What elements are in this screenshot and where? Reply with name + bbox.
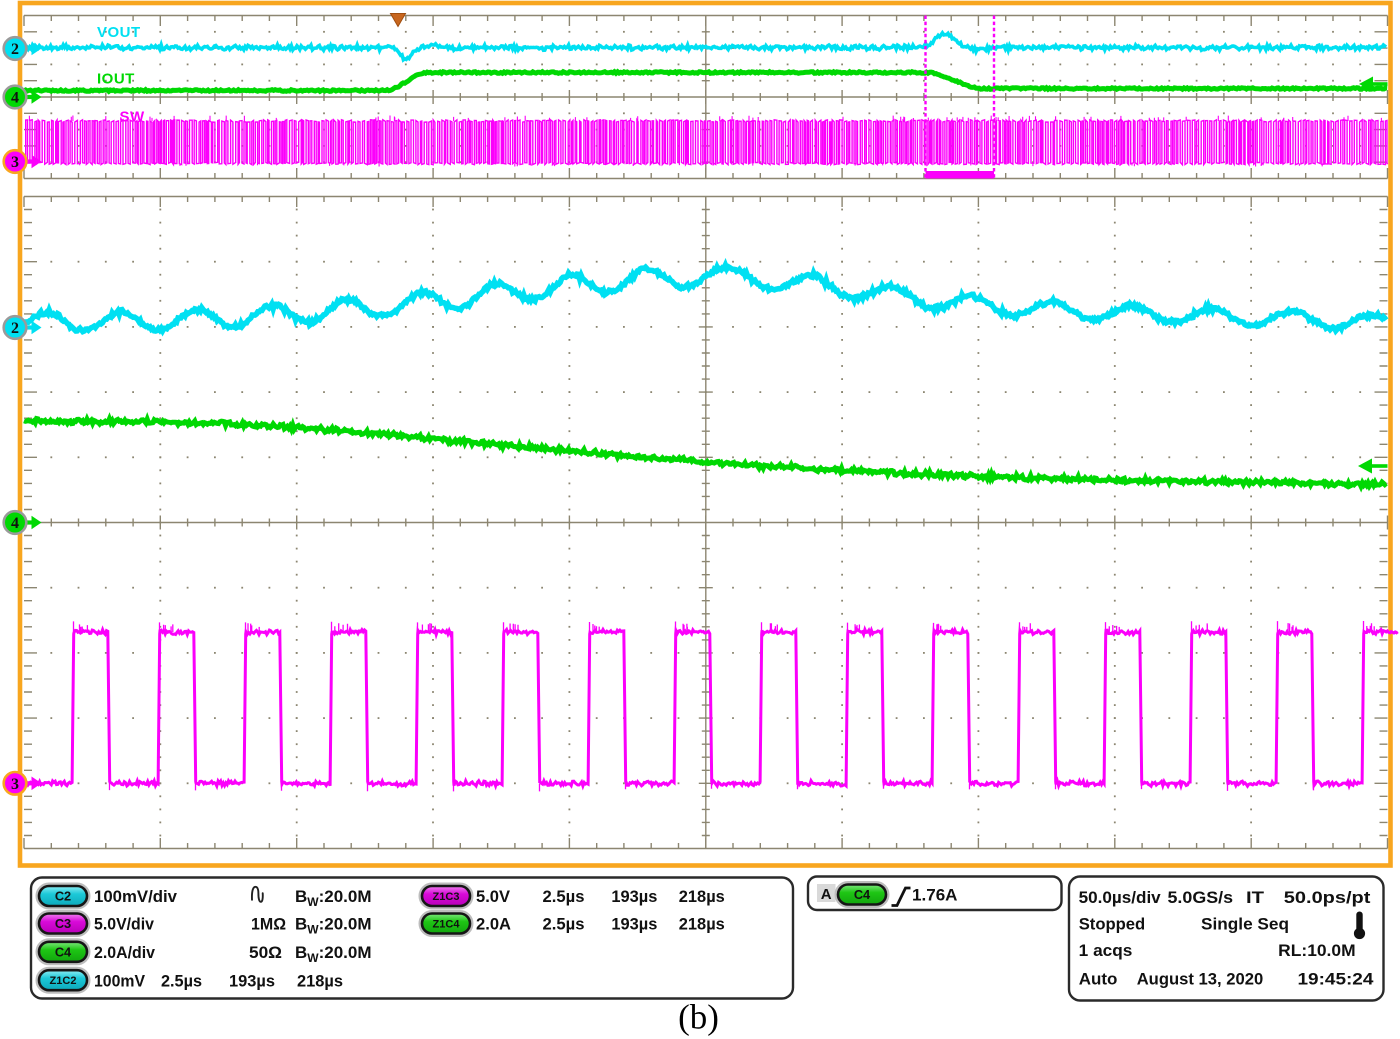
svg-text:RL:10.0M: RL:10.0M [1278,941,1355,960]
svg-text:2.0A/div: 2.0A/div [94,943,156,962]
svg-text:(b): (b) [678,998,719,1037]
svg-text:2: 2 [11,320,19,337]
svg-text:218µs: 218µs [679,915,725,934]
svg-text:50Ω: 50Ω [249,943,282,962]
svg-text:2.5µs: 2.5µs [543,887,585,906]
svg-text:218µs: 218µs [297,971,343,990]
svg-text:Auto: Auto [1079,970,1118,989]
svg-text:C4: C4 [854,887,871,902]
svg-text:2: 2 [11,41,19,58]
svg-text:Z1C3: Z1C3 [433,891,460,903]
svg-text:C2: C2 [55,889,71,904]
svg-text:BW:20.0M: BW:20.0M [295,943,372,965]
svg-text:3: 3 [11,154,19,171]
svg-text:50.0ps/pt: 50.0ps/pt [1284,888,1371,907]
svg-text:50.0µs/div: 50.0µs/div [1079,888,1162,907]
svg-text:1.76A: 1.76A [912,886,958,905]
svg-text:VOUT: VOUT [97,24,141,41]
svg-text:100mV/div: 100mV/div [94,887,178,906]
svg-text:C3: C3 [55,916,71,931]
svg-text:1MΩ: 1MΩ [251,915,286,934]
svg-text:SW: SW [120,109,146,126]
svg-text:218µs: 218µs [679,887,725,906]
svg-text:3: 3 [11,776,19,793]
svg-text:2.0A: 2.0A [476,915,511,934]
svg-text:100mV: 100mV [94,971,146,990]
svg-text:4: 4 [11,90,19,107]
svg-text:IT: IT [1246,888,1265,907]
svg-text:1 acqs: 1 acqs [1079,941,1133,960]
svg-text:Z1C4: Z1C4 [433,919,461,931]
svg-text:2.5µs: 2.5µs [543,915,585,934]
svg-text:193µs: 193µs [229,971,275,990]
svg-text:5.0GS/s: 5.0GS/s [1168,888,1234,907]
svg-text:August 13, 2020: August 13, 2020 [1137,970,1264,989]
svg-text:4: 4 [11,515,19,532]
svg-text:193µs: 193µs [611,887,657,906]
svg-text:5.0V/div: 5.0V/div [94,915,155,934]
svg-text:Single Seq: Single Seq [1201,915,1289,934]
svg-text:BW:20.0M: BW:20.0M [295,887,372,909]
svg-text:A: A [821,886,832,903]
svg-text:IOUT: IOUT [97,71,135,88]
svg-text:5.0V: 5.0V [476,887,511,906]
svg-text:193µs: 193µs [611,915,657,934]
svg-text:Z1C2: Z1C2 [50,975,77,987]
svg-text:2.5µs: 2.5µs [161,971,202,990]
svg-text:Stopped: Stopped [1079,915,1146,934]
svg-text:C4: C4 [55,944,72,959]
svg-text:BW:20.0M: BW:20.0M [295,915,372,937]
svg-text:19:45:24: 19:45:24 [1298,970,1374,989]
